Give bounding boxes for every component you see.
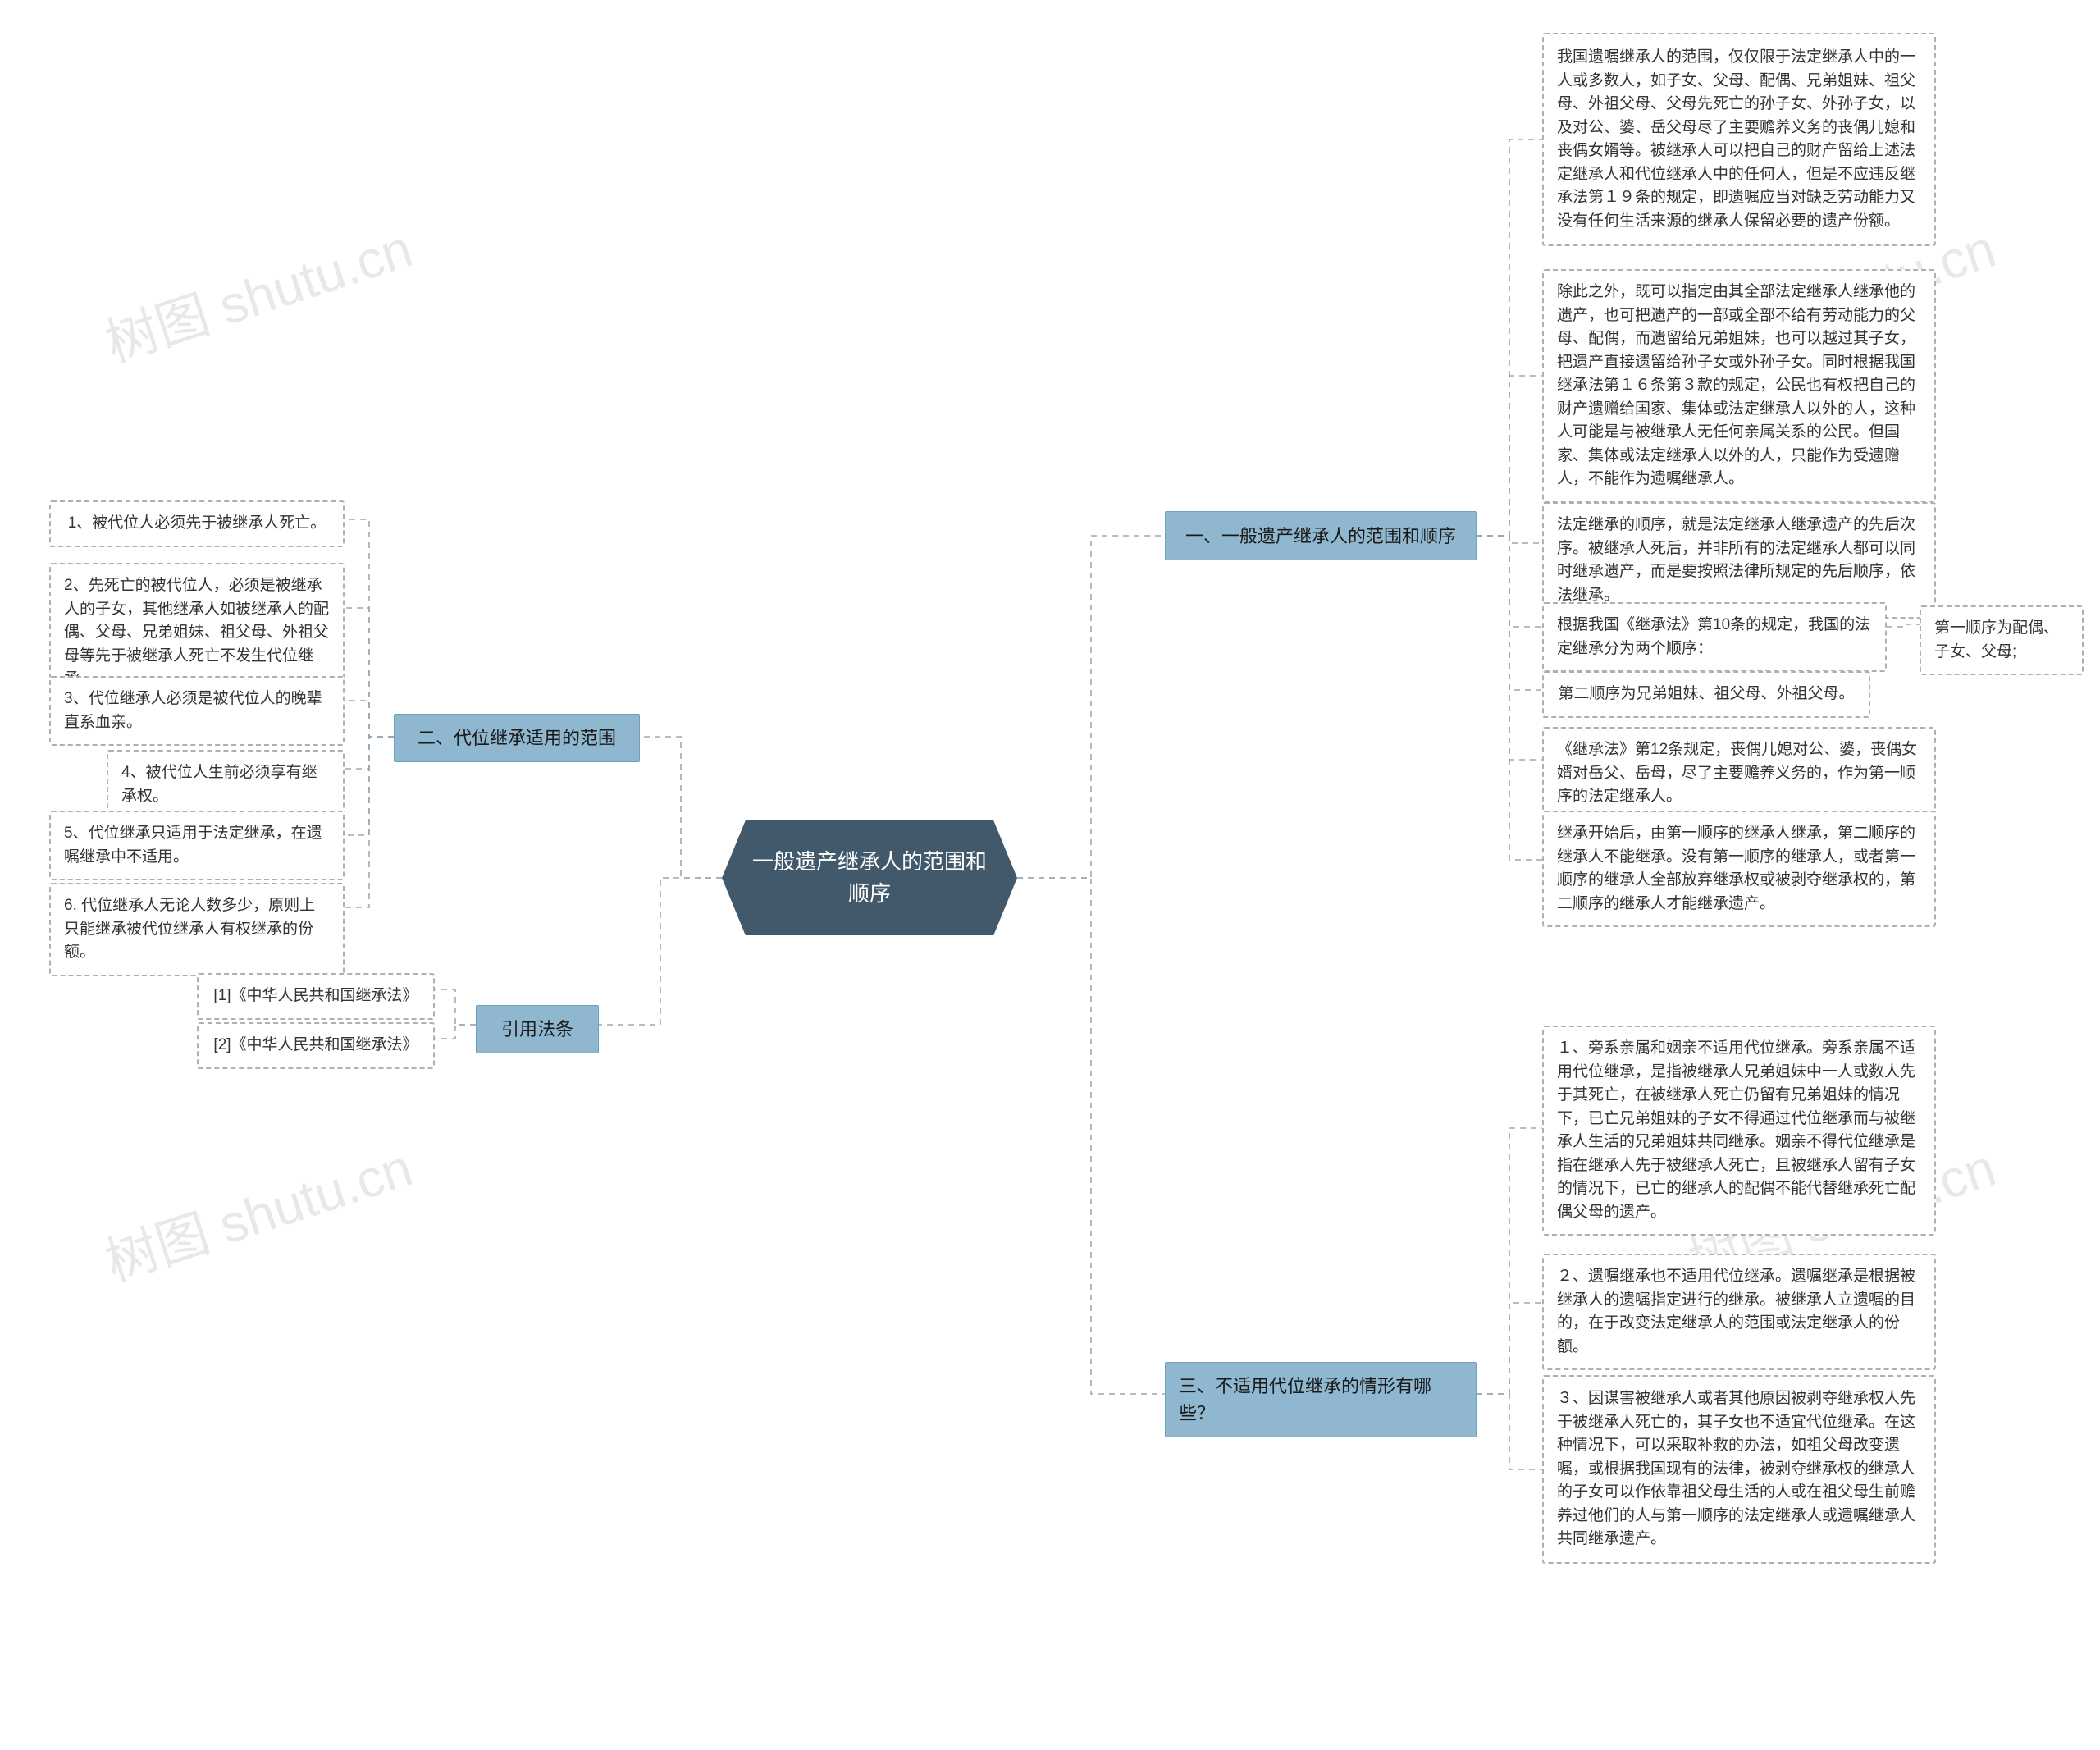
leaf-l3_1: １、旁系亲属和姻亲不适用代位继承。旁系亲属不适用代位继承，是指被继承人兄弟姐妹中… <box>1542 1026 1936 1236</box>
leaf-l1_3: 法定继承的顺序，就是法定继承人继承遗产的先后次序。被继承人死后，并非所有的法定继… <box>1542 502 1936 619</box>
watermark: 树图 shutu.cn <box>94 207 420 377</box>
topic-t4: 引用法条 <box>476 1005 599 1053</box>
watermark: 树图 shutu.cn <box>94 1126 420 1295</box>
leaf-l1_6: 《继承法》第12条规定，丧偶儿媳对公、婆，丧偶女婿对岳父、岳母，尽了主要赡养义务… <box>1542 727 1936 820</box>
leaf-l1_4a: 第一顺序为配偶、子女、父母; <box>1920 605 2084 675</box>
leaf-l1_1: 我国遗嘱继承人的范围，仅仅限于法定继承人中的一人或多数人，如子女、父母、配偶、兄… <box>1542 33 1936 246</box>
leaf-l2_4: 4、被代位人生前必须享有继承权。 <box>107 750 345 820</box>
leaf-l1_5: 第二顺序为兄弟姐妹、祖父母、外祖父母。 <box>1542 671 1870 718</box>
leaf-l3_3: ３、因谋害被继承人或者其他原因被剥夺继承权人先于被继承人死亡的，其子女也不适宜代… <box>1542 1375 1936 1564</box>
topic-t3: 三、不适用代位继承的情形有哪些？ <box>1165 1362 1477 1437</box>
leaf-l1_4: 根据我国《继承法》第10条的规定，我国的法定继承分为两个顺序： <box>1542 602 1887 672</box>
leaf-l4_2: [2]《中华人民共和国继承法》 <box>197 1022 435 1069</box>
leaf-l1_2: 除此之外，既可以指定由其全部法定继承人继承他的遗产，也可把遗产的一部或全部不给有… <box>1542 269 1936 503</box>
leaf-l3_2: ２、遗嘱继承也不适用代位继承。遗嘱继承是根据被继承人的遗嘱指定进行的继承。被继承… <box>1542 1254 1936 1370</box>
leaf-l2_3: 3、代位继承人必须是被代位人的晚辈直系血亲。 <box>49 676 345 746</box>
central-node: 一般遗产继承人的范围和顺序 <box>722 820 1017 935</box>
leaf-l2_6: 6. 代位继承人无论人数多少，原则上只能继承被代位继承人有权继承的份额。 <box>49 883 345 976</box>
leaf-l2_5: 5、代位继承只适用于法定继承，在遗嘱继承中不适用。 <box>49 811 345 880</box>
leaf-l2_1: 1、被代位人必须先于被继承人死亡。 <box>49 500 345 547</box>
leaf-l4_1: [1]《中华人民共和国继承法》 <box>197 973 435 1020</box>
topic-t2: 二、代位继承适用的范围 <box>394 714 640 762</box>
leaf-l1_7: 继承开始后，由第一顺序的继承人继承，第二顺序的继承人不能继承。没有第一顺序的继承… <box>1542 811 1936 927</box>
topic-t1: 一、一般遗产继承人的范围和顺序 <box>1165 511 1477 560</box>
